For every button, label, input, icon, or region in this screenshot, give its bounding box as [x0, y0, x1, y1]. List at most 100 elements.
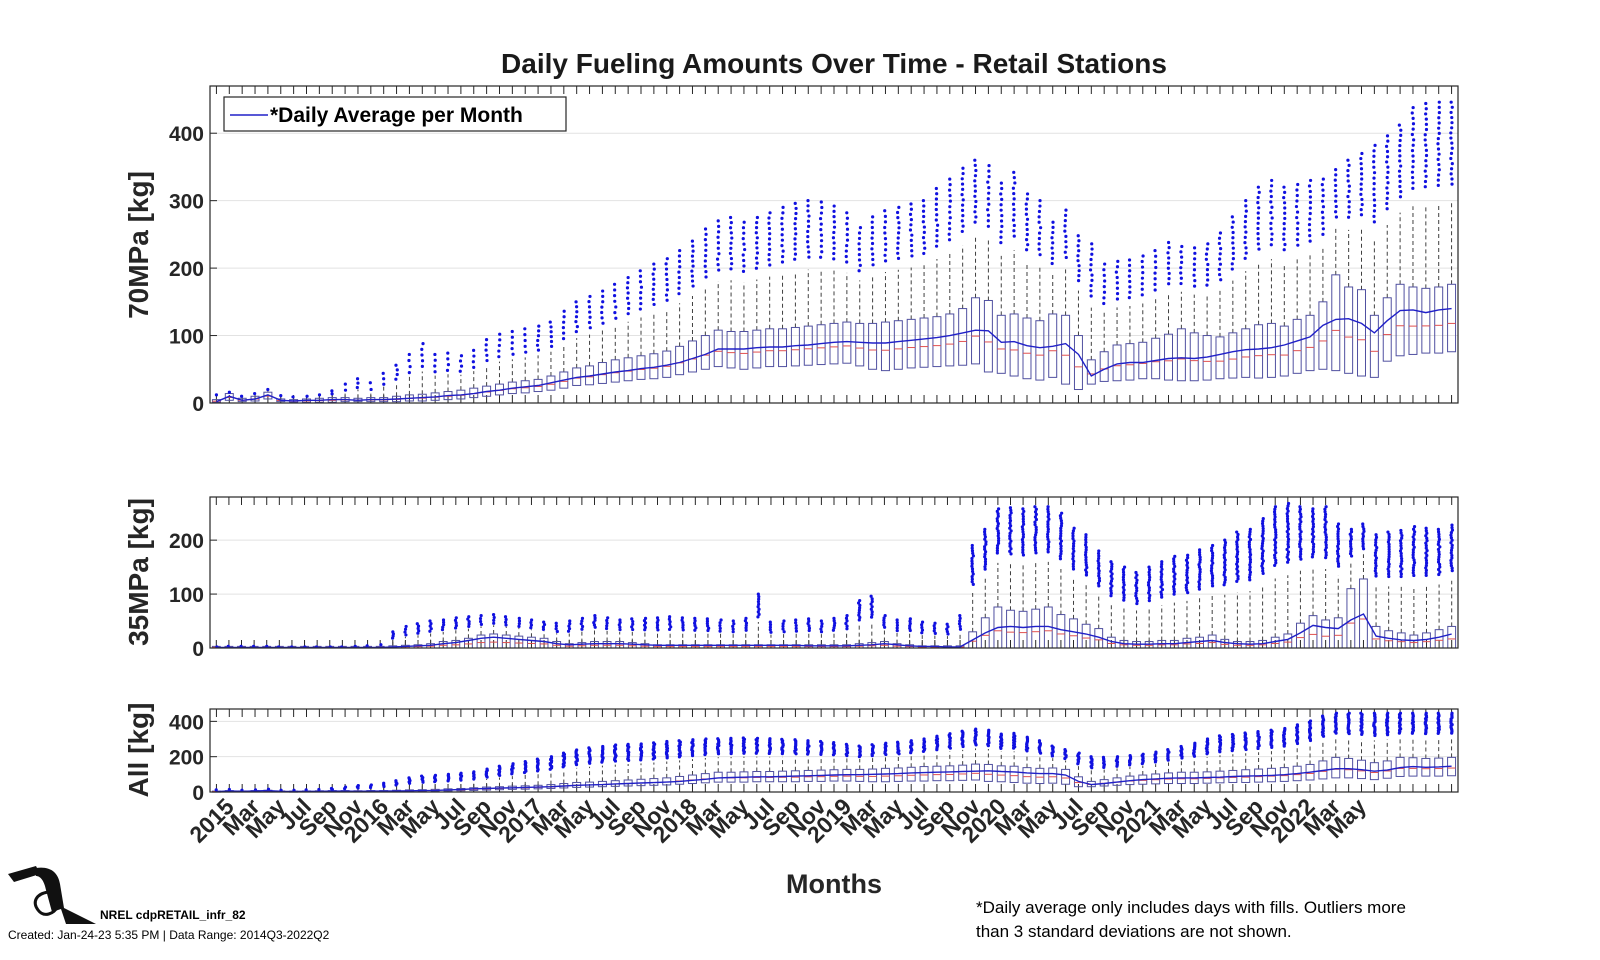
- outlier: [932, 624, 936, 628]
- outlier: [530, 618, 534, 622]
- outlier: [910, 249, 914, 253]
- outlier: [884, 242, 888, 246]
- outlier: [1283, 216, 1287, 221]
- outlier: [987, 163, 991, 168]
- outlier: [870, 236, 874, 240]
- outlier: [1386, 139, 1390, 143]
- outlier: [541, 627, 546, 631]
- outlier: [1012, 213, 1016, 217]
- outlier: [857, 231, 862, 235]
- outlier: [1387, 562, 1391, 566]
- outlier: [1166, 251, 1170, 255]
- outlier: [1387, 550, 1391, 554]
- outlier: [433, 773, 438, 778]
- outlier: [1437, 532, 1441, 536]
- outlier: [896, 241, 900, 245]
- outlier: [601, 289, 605, 293]
- outlier: [1084, 563, 1088, 567]
- outlier: [870, 743, 874, 747]
- outlier: [1347, 189, 1351, 193]
- outlier: [549, 335, 553, 339]
- outlier: [1436, 542, 1440, 547]
- outlier: [1160, 580, 1164, 584]
- outlier: [693, 619, 697, 623]
- outlier: [897, 226, 901, 230]
- outlier: [404, 624, 408, 629]
- outlier: [820, 250, 824, 254]
- outlier: [1097, 579, 1102, 583]
- outlier: [1000, 186, 1004, 191]
- outlier: [1024, 212, 1028, 216]
- outlier: [1051, 241, 1055, 245]
- outlier: [614, 305, 618, 309]
- outlier: [1412, 558, 1416, 562]
- outlier: [961, 166, 965, 170]
- outlier: [1286, 524, 1290, 529]
- outlier: [1148, 575, 1152, 580]
- outlier: [1071, 544, 1076, 548]
- outlier: [1335, 549, 1340, 553]
- outlier: [1097, 556, 1101, 561]
- box: [1022, 767, 1032, 784]
- outlier: [1185, 568, 1189, 572]
- outlier: [1076, 234, 1080, 238]
- outlier: [1248, 565, 1252, 569]
- outlier: [973, 205, 978, 209]
- outlier: [1197, 587, 1202, 591]
- outlier: [655, 623, 660, 627]
- outlier: [690, 279, 695, 283]
- outlier: [1411, 122, 1416, 126]
- outlier: [1097, 554, 1101, 558]
- outlier: [1320, 183, 1324, 187]
- outlier: [755, 251, 760, 255]
- outlier: [1261, 539, 1265, 543]
- outlier: [1386, 170, 1390, 174]
- outlier: [1141, 752, 1145, 756]
- outlier: [1071, 564, 1075, 569]
- outlier: [717, 252, 721, 256]
- outlier: [1307, 184, 1312, 188]
- outlier: [1089, 263, 1093, 267]
- outlier: [908, 621, 912, 626]
- outlier: [995, 544, 1000, 548]
- outlier: [1033, 505, 1037, 509]
- outlier: [1399, 554, 1403, 558]
- outlier: [946, 625, 950, 629]
- outlier: [883, 259, 888, 263]
- outlier: [793, 237, 797, 241]
- outlier: [999, 203, 1003, 207]
- outlier: [1295, 227, 1300, 231]
- outlier: [983, 550, 988, 554]
- outlier: [909, 739, 913, 743]
- outlier: [920, 623, 924, 627]
- outlier: [1449, 100, 1453, 104]
- outlier: [1449, 151, 1454, 156]
- outlier: [896, 231, 901, 235]
- outlier: [677, 275, 681, 280]
- outlier: [1299, 515, 1303, 519]
- outlier: [1159, 577, 1163, 582]
- outlier: [957, 622, 962, 626]
- outlier: [1411, 711, 1415, 715]
- outlier: [1110, 562, 1114, 566]
- outlier: [1205, 268, 1210, 272]
- outlier: [1336, 532, 1340, 536]
- outlier: [947, 188, 952, 192]
- outlier: [1411, 550, 1415, 554]
- outlier: [630, 617, 634, 621]
- outlier: [1243, 256, 1247, 260]
- outlier: [1273, 556, 1277, 560]
- outlier: [1248, 563, 1252, 567]
- outlier: [1347, 200, 1351, 204]
- outlier: [1160, 582, 1164, 587]
- outlier: [1122, 565, 1127, 569]
- outlier: [1423, 138, 1427, 142]
- outlier: [627, 306, 631, 311]
- outlier: [1033, 533, 1038, 537]
- outlier: [983, 537, 987, 541]
- outlier: [781, 254, 785, 259]
- outlier: [1436, 178, 1440, 182]
- outlier: [1025, 192, 1030, 196]
- outlier: [1198, 555, 1202, 559]
- outlier: [1282, 227, 1286, 231]
